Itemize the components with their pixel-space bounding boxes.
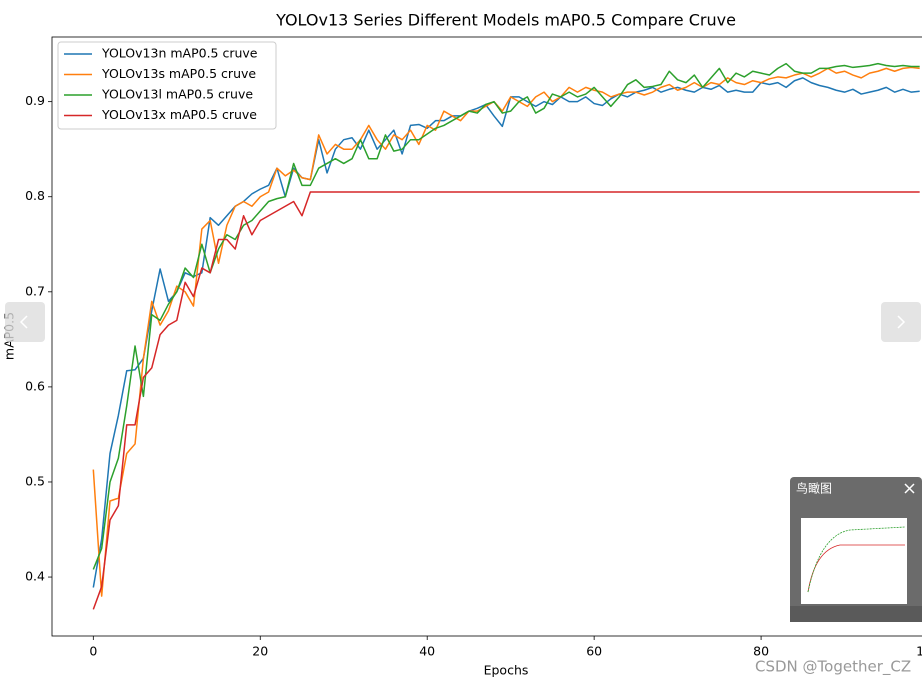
- plot-frame: [51, 36, 922, 637]
- legend-label: YOLOv13n mAP0.5 cruve: [101, 46, 258, 61]
- prev-icon: [19, 315, 28, 329]
- series-line: [92, 62, 920, 570]
- series-line: [92, 66, 920, 597]
- plot-layer: 0.4 0.5 0.6 0.7 0.8 0.9 0 20 40 60 80 100 YOLOv13n m…: [25, 36, 922, 659]
- y-tick-label: 0.8: [25, 188, 45, 203]
- x-tick-label: 20: [252, 644, 268, 659]
- watermark: CSDN @Together_CZ: [755, 658, 911, 677]
- minimap-image: [801, 518, 907, 604]
- minimap-line: [807, 544, 905, 593]
- y-tick-label: 0.7: [25, 283, 45, 298]
- x-tick-label: 80: [753, 644, 769, 659]
- x-tick-label: 0: [89, 644, 97, 659]
- chart-title: YOLOv13 Series Different Models mAP0.5 C…: [275, 11, 736, 30]
- x-tick-label: 40: [419, 644, 435, 659]
- prev-button[interactable]: [5, 302, 45, 342]
- x-axis-label: Epochs: [484, 663, 529, 678]
- minimap-close[interactable]: [904, 483, 915, 494]
- x-tick-label: 100: [916, 644, 922, 659]
- minimap-line: [807, 526, 906, 593]
- series-line: [92, 191, 920, 610]
- minimap-title: 鸟瞰图: [796, 481, 832, 496]
- next-icon: [897, 315, 906, 329]
- legend-box: [57, 41, 277, 130]
- minimap: 鸟瞰图: [790, 477, 922, 622]
- y-tick-label: 0.5: [25, 473, 45, 488]
- x-tick-label: 60: [586, 644, 602, 659]
- y-tick-label: 0.9: [25, 93, 45, 108]
- y-tick-label: 0.6: [25, 378, 45, 393]
- legend-label: YOLOv13s mAP0.5 cruve: [101, 66, 256, 81]
- y-tick-label: 0.4: [25, 569, 45, 584]
- legend-label: YOLOv13x mAP0.5 cruve: [101, 107, 257, 122]
- minimap-footer: [790, 606, 922, 622]
- legend-label: YOLOv13l mAP0.5 cruve: [101, 87, 253, 102]
- next-button[interactable]: [881, 302, 921, 342]
